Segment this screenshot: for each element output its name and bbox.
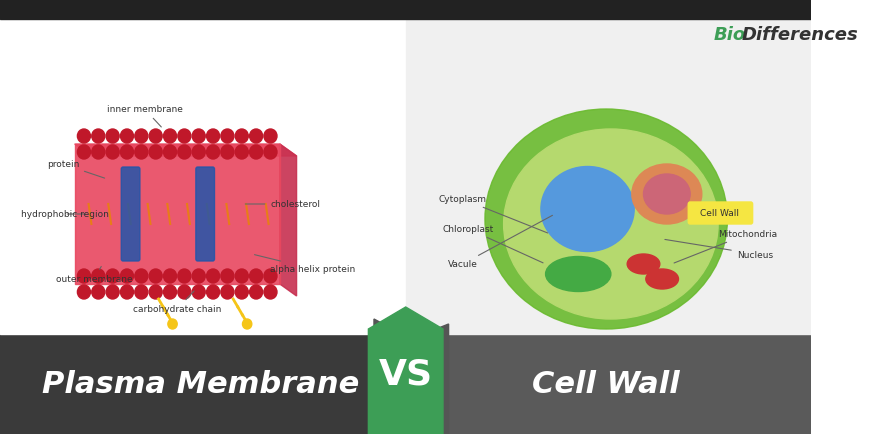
Circle shape: [235, 130, 248, 144]
Circle shape: [77, 285, 90, 299]
Circle shape: [135, 270, 148, 283]
Circle shape: [242, 319, 251, 329]
Circle shape: [221, 130, 234, 144]
Circle shape: [263, 270, 276, 283]
Circle shape: [120, 270, 133, 283]
Circle shape: [263, 130, 276, 144]
Circle shape: [163, 146, 176, 160]
Circle shape: [192, 285, 205, 299]
Circle shape: [177, 285, 190, 299]
Circle shape: [163, 270, 176, 283]
Circle shape: [163, 285, 176, 299]
Text: Chloroplast: Chloroplast: [442, 225, 542, 263]
Ellipse shape: [643, 174, 689, 214]
Polygon shape: [75, 145, 296, 157]
Circle shape: [249, 146, 262, 160]
Circle shape: [235, 285, 248, 299]
Circle shape: [249, 130, 262, 144]
Circle shape: [163, 130, 176, 144]
Polygon shape: [374, 319, 448, 434]
Text: Plasma Membrane: Plasma Membrane: [42, 370, 359, 398]
Circle shape: [120, 130, 133, 144]
Circle shape: [135, 146, 148, 160]
Circle shape: [120, 146, 133, 160]
Polygon shape: [368, 307, 442, 434]
Polygon shape: [75, 145, 280, 284]
Circle shape: [192, 146, 205, 160]
Ellipse shape: [545, 257, 610, 292]
Circle shape: [206, 146, 219, 160]
Text: protein: protein: [47, 160, 104, 179]
Circle shape: [177, 130, 190, 144]
Text: Differences: Differences: [740, 26, 857, 44]
Circle shape: [77, 146, 90, 160]
Circle shape: [135, 285, 148, 299]
Circle shape: [135, 130, 148, 144]
Ellipse shape: [631, 164, 701, 224]
Circle shape: [235, 270, 248, 283]
Ellipse shape: [627, 254, 659, 274]
Circle shape: [106, 270, 119, 283]
Text: VS: VS: [378, 357, 432, 391]
Circle shape: [149, 146, 162, 160]
Ellipse shape: [503, 130, 717, 319]
Bar: [0, 334, 405, 434]
Text: Cell Wall: Cell Wall: [532, 370, 680, 398]
FancyBboxPatch shape: [121, 168, 140, 261]
Circle shape: [177, 270, 190, 283]
Circle shape: [91, 285, 104, 299]
FancyBboxPatch shape: [196, 168, 215, 261]
Text: outer membrane: outer membrane: [56, 267, 132, 284]
Bar: [0, 0, 811, 20]
FancyBboxPatch shape: [687, 203, 752, 224]
Circle shape: [91, 146, 104, 160]
Circle shape: [120, 285, 133, 299]
Ellipse shape: [541, 167, 634, 252]
Ellipse shape: [645, 270, 678, 289]
Circle shape: [235, 146, 248, 160]
Text: carbohydrate chain: carbohydrate chain: [133, 291, 221, 314]
Circle shape: [192, 270, 205, 283]
Circle shape: [106, 130, 119, 144]
Circle shape: [263, 146, 276, 160]
Text: Nucleus: Nucleus: [664, 240, 772, 259]
Text: Mitochondria: Mitochondria: [673, 230, 776, 263]
Polygon shape: [280, 145, 296, 296]
Text: hydrophobic region: hydrophobic region: [21, 210, 109, 219]
Circle shape: [192, 130, 205, 144]
Circle shape: [91, 130, 104, 144]
Circle shape: [206, 285, 219, 299]
Bar: [0, 20, 405, 334]
Circle shape: [91, 270, 104, 283]
Text: alpha helix protein: alpha helix protein: [255, 255, 355, 274]
Circle shape: [221, 285, 234, 299]
Circle shape: [249, 285, 262, 299]
Circle shape: [106, 285, 119, 299]
Text: Cell Wall: Cell Wall: [700, 209, 739, 218]
Bar: [405, 20, 811, 334]
Circle shape: [206, 270, 219, 283]
Text: inner membrane: inner membrane: [107, 105, 182, 128]
Circle shape: [221, 146, 234, 160]
Ellipse shape: [484, 110, 726, 329]
Circle shape: [263, 285, 276, 299]
Circle shape: [177, 146, 190, 160]
Circle shape: [168, 319, 177, 329]
Bar: [405, 334, 811, 434]
Text: Bio: Bio: [713, 26, 745, 44]
Circle shape: [77, 270, 90, 283]
Circle shape: [149, 285, 162, 299]
Circle shape: [149, 130, 162, 144]
Circle shape: [249, 270, 262, 283]
Circle shape: [77, 130, 90, 144]
Circle shape: [221, 270, 234, 283]
Circle shape: [206, 130, 219, 144]
Circle shape: [149, 270, 162, 283]
Circle shape: [106, 146, 119, 160]
Text: Cytoplasm: Cytoplasm: [438, 195, 547, 233]
Text: Vacule: Vacule: [448, 216, 552, 269]
Text: cholesterol: cholesterol: [245, 200, 320, 209]
